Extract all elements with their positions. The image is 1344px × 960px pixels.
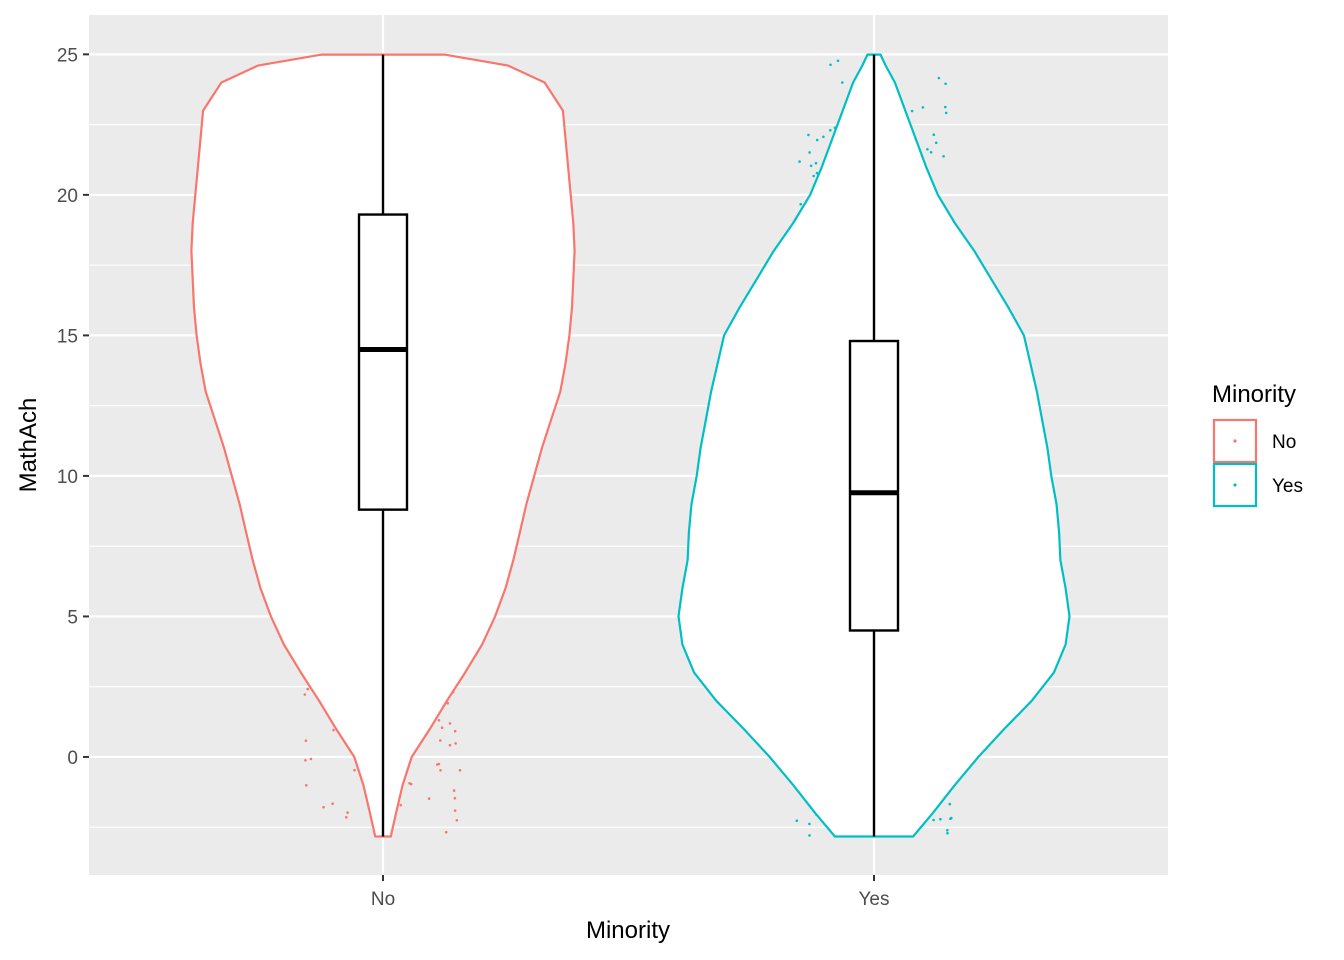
y-tick-label: 15 xyxy=(57,326,78,347)
y-tick-label: 0 xyxy=(67,748,78,769)
data-point xyxy=(809,164,813,168)
legend: Minority No Yes xyxy=(1212,381,1303,508)
data-point xyxy=(437,719,441,722)
data-point xyxy=(926,148,929,151)
legend-dot xyxy=(1233,439,1237,443)
data-point xyxy=(812,174,815,178)
y-axis-title: MathAch xyxy=(15,398,42,493)
data-point xyxy=(795,819,799,822)
data-point xyxy=(799,202,802,206)
data-point xyxy=(829,63,832,67)
data-point xyxy=(841,81,844,84)
data-point xyxy=(444,830,448,834)
legend-title: Minority xyxy=(1212,381,1296,408)
data-point xyxy=(305,784,308,787)
iqr-box xyxy=(357,213,409,511)
data-point xyxy=(944,111,948,115)
legend-label: No xyxy=(1272,432,1296,453)
y-tick-label: 10 xyxy=(57,467,78,488)
data-point xyxy=(937,76,941,80)
data-point xyxy=(836,59,840,63)
data-point xyxy=(399,803,403,807)
data-point xyxy=(807,133,810,137)
data-point xyxy=(944,105,947,109)
legend-label: Yes xyxy=(1272,476,1303,497)
data-point xyxy=(332,728,335,732)
data-point xyxy=(345,816,348,819)
data-point xyxy=(932,133,936,136)
data-point xyxy=(829,129,832,132)
data-point xyxy=(808,151,811,154)
data-point xyxy=(948,802,952,806)
data-point xyxy=(440,726,444,729)
data-point xyxy=(949,817,952,821)
x-axis-title: Minority xyxy=(586,917,670,944)
data-point xyxy=(448,722,452,725)
y-tick-label: 25 xyxy=(57,45,78,66)
data-point xyxy=(455,819,459,822)
data-point xyxy=(910,109,914,113)
data-point xyxy=(458,769,462,772)
data-point xyxy=(822,135,825,139)
data-point xyxy=(306,687,310,691)
data-point xyxy=(921,106,925,109)
data-point xyxy=(453,796,457,800)
data-point xyxy=(932,818,935,822)
data-point xyxy=(303,693,307,696)
data-point xyxy=(353,768,356,772)
data-point xyxy=(452,789,456,792)
data-point xyxy=(331,802,334,805)
iqr-box xyxy=(848,339,900,632)
data-point xyxy=(814,161,818,165)
data-point xyxy=(815,138,819,142)
axes: 0 5 10 15 20 25 No Yes xyxy=(57,45,890,910)
data-point xyxy=(304,739,308,742)
data-point xyxy=(942,155,945,158)
legend-keys: No Yes xyxy=(1212,418,1303,508)
data-point xyxy=(346,811,349,814)
y-tick-label: 20 xyxy=(57,186,78,207)
data-point xyxy=(454,742,457,745)
data-point xyxy=(929,151,933,154)
y-tick-label: 5 xyxy=(67,607,78,628)
data-point xyxy=(304,759,307,762)
data-point xyxy=(808,834,811,837)
data-point xyxy=(939,817,942,821)
data-point xyxy=(309,757,313,761)
data-point xyxy=(439,739,442,742)
data-point xyxy=(427,797,431,800)
data-point xyxy=(944,82,947,86)
boxplot-yes xyxy=(848,54,900,837)
data-point xyxy=(946,831,949,835)
data-point xyxy=(448,743,452,747)
legend-dot xyxy=(1233,483,1237,487)
data-point xyxy=(453,729,457,733)
data-point xyxy=(815,171,819,175)
legend-key-yes: Yes xyxy=(1212,462,1303,508)
data-point xyxy=(408,782,411,785)
data-point xyxy=(934,141,938,145)
x-tick-label: No xyxy=(371,889,395,910)
boxplots xyxy=(357,54,900,837)
x-tick-label: Yes xyxy=(859,889,890,910)
data-point xyxy=(439,769,442,772)
data-point xyxy=(322,805,325,809)
boxplot-no xyxy=(357,54,409,837)
data-point xyxy=(946,828,949,832)
data-point xyxy=(436,763,439,766)
data-point xyxy=(453,809,457,812)
legend-key-no: No xyxy=(1212,418,1296,464)
data-point xyxy=(798,160,801,163)
data-point xyxy=(808,822,811,826)
